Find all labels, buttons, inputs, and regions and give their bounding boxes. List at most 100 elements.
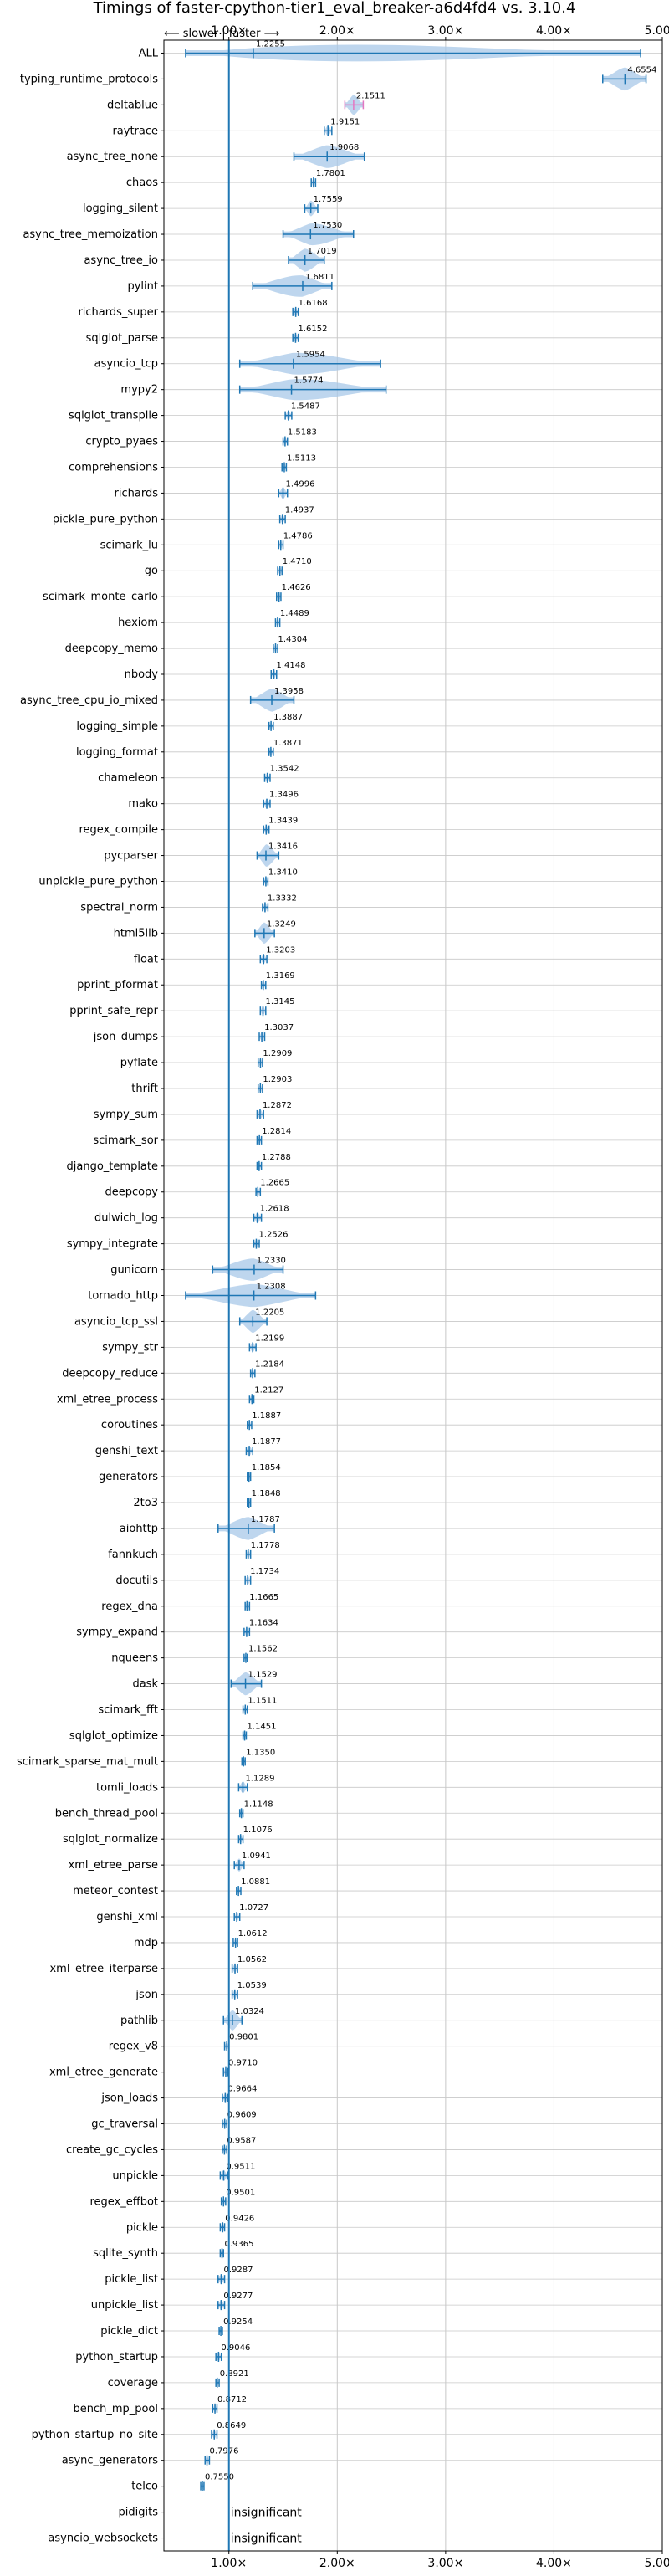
value-label: 1.3203 [266,945,295,955]
benchmark-label: pprint_pformat [77,979,158,991]
value-label: 1.2330 [257,1257,286,1266]
value-label: 1.1848 [252,1489,281,1498]
value-label: 1.6152 [298,325,327,334]
benchmark-label: regex_effbot [89,2195,158,2208]
benchmark-label: bench_thread_pool [55,1807,158,1820]
benchmark-label: mako [128,798,158,811]
benchmark-label: pathlib [120,2015,158,2027]
benchmark-label: meteor_contest [73,1885,158,1897]
value-label: 1.5954 [296,351,325,360]
value-label: 1.0612 [238,1929,268,1938]
benchmark-label: genshi_xml [96,1911,158,1923]
value-label: 1.4786 [283,531,313,540]
benchmark-label: sqlglot_normalize [63,1833,158,1846]
benchmark-label: pidigits [119,2507,159,2519]
value-label: 1.4148 [276,661,305,670]
benchmark-label: pycparser [104,850,158,863]
value-label: 1.3887 [273,713,303,722]
benchmark-label: pickle_list [105,2273,158,2286]
value-label: 1.5183 [288,428,317,438]
benchmark-label: aiohttp [120,1523,158,1535]
value-label: 1.2788 [262,1153,291,1162]
value-label: 1.0562 [237,1955,267,1964]
benchmark-label: xml_etree_process [57,1393,158,1406]
value-label: 0.9046 [221,2343,250,2353]
value-label: 1.2184 [255,1360,284,1369]
x-tick-label-top: 2.00× [319,24,355,38]
benchmark-label: deepcopy [105,1186,158,1199]
x-ticks-bottom: 1.00× 2.00× 3.00× 4.00× 5.00× [211,2551,669,2570]
benchmark-label: richards_super [78,306,158,319]
value-label: 1.9068 [329,143,359,152]
benchmark-label: scimark_sparse_mat_mult [17,1755,158,1768]
benchmark-label: scimark_sor [93,1134,158,1147]
benchmark-label: gc_traversal [91,2118,158,2131]
x-tick-label-top: 1.00× [211,24,247,38]
benchmark-label: nbody [125,668,159,681]
benchmark-label: nqueens [111,1652,158,1665]
value-label: 1.0539 [237,1981,267,1990]
x-tick-label-bottom: 2.00× [319,2557,355,2570]
value-label: 1.1076 [243,1826,273,1835]
benchmark-label: pprint_safe_repr [69,1005,158,1017]
value-label: 1.3496 [269,791,299,800]
benchmark-label: regex_dna [101,1600,158,1613]
value-label: 1.1778 [251,1541,280,1550]
value-label: 0.9609 [227,2111,257,2120]
benchmark-label: regex_v8 [109,2041,158,2053]
value-label: 1.2127 [254,1385,283,1395]
value-label: 1.2665 [260,1179,289,1188]
value-label: 1.2255 [256,39,285,49]
value-label: 1.1511 [248,1697,277,1706]
value-label: 0.9587 [227,2136,256,2145]
benchmark-label: json_loads [100,2092,158,2105]
benchmark-label: json_dumps [93,1031,158,1043]
benchmark-label: 2to3 [133,1497,158,1509]
benchmark-label: logging_simple [76,720,158,733]
value-label: 0.9501 [226,2188,255,2197]
benchmark-label: tornado_http [88,1290,158,1303]
benchmark-label: typing_runtime_protocols [20,73,158,85]
value-label: 1.1148 [244,1800,273,1809]
benchmark-label: chameleon [98,772,158,785]
benchmark-label: ALL [139,47,159,59]
value-label: 1.1529 [248,1671,278,1680]
benchmark-label: go [145,565,158,577]
value-label: 0.9277 [223,2292,253,2301]
value-label: 0.9664 [227,2085,257,2094]
value-label: 1.4710 [283,557,312,566]
benchmark-label: dask [132,1678,158,1691]
value-label: 1.1787 [251,1515,280,1524]
benchmark-label: pickle_dict [100,2325,158,2338]
value-label: 1.4489 [280,609,309,618]
value-label: 0.9426 [225,2214,254,2223]
value-label: 2.1511 [356,91,386,100]
value-label: 1.7019 [308,247,337,256]
value-label: 1.3871 [273,739,303,748]
value-label: 0.8921 [220,2369,249,2379]
benchmark-label: asyncio_tcp_ssl [74,1315,158,1328]
value-label: 1.4304 [278,635,308,644]
benchmark-label: async_tree_none [67,151,158,163]
value-label: 1.3145 [265,997,294,1006]
value-label: 1.7559 [314,195,343,204]
benchmark-label: sqlglot_transpile [69,410,158,423]
x-tick-label-bottom: 4.00× [536,2557,572,2570]
value-label: 1.2526 [258,1231,288,1240]
value-label: 1.3037 [264,1023,294,1032]
plot-frame [163,39,663,2552]
benchmark-rows: ALL 1.2255 typing_runtime_protocols 4.6554 d… [17,39,656,2551]
benchmark-label: async_tree_memoization [23,228,158,241]
value-label: 4.6554 [627,65,656,74]
x-ticks-top: 1.00× 2.00× 3.00× 4.00× 5.00× [211,24,669,40]
value-label: 1.1451 [248,1722,277,1731]
benchmark-label: pylint [127,280,158,293]
benchmark-label: crypto_pyaes [85,436,158,448]
benchmark-label: mypy2 [120,384,158,397]
benchmark-label: sympy_expand [76,1626,158,1639]
value-label: 1.1350 [246,1748,275,1757]
x-tick-label-top: 3.00× [427,24,463,38]
value-label: 1.1634 [249,1619,278,1628]
value-label: 1.1665 [249,1593,278,1602]
benchmark-label: sympy_sum [94,1109,158,1121]
